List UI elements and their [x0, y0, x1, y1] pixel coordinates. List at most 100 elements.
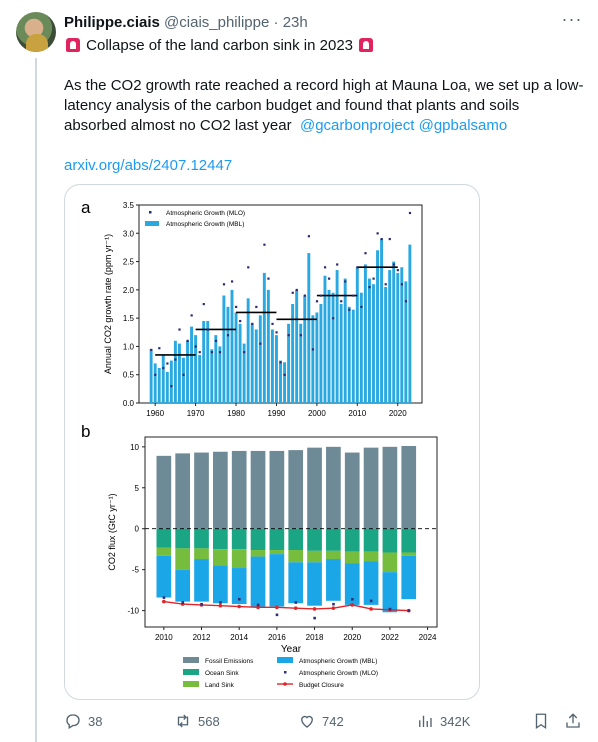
point-mlo [222, 283, 226, 286]
bar-mbl [347, 306, 351, 403]
bar-mbl [287, 323, 291, 403]
point-mlo [404, 300, 408, 303]
legend-marker-atm-mbl [277, 657, 293, 663]
x-axis-label-b: Year [281, 644, 302, 655]
bookmark-button[interactable] [532, 708, 550, 734]
bar-mbl [226, 306, 230, 403]
point-mlo-b [351, 597, 354, 601]
author-name[interactable]: Philippe.ciais [64, 14, 160, 31]
legend-marker-atm-mlo [284, 671, 287, 674]
bar-atm-mbl [175, 569, 191, 602]
bar-ocean [231, 528, 247, 550]
bar-mbl [295, 289, 299, 403]
bar-mbl [319, 304, 323, 403]
point-mlo [319, 294, 323, 297]
bar-mbl [384, 287, 388, 403]
point-mlo-b [388, 607, 392, 611]
bar-fossil [363, 447, 379, 529]
point-mlo [271, 322, 274, 325]
y-tick-label-a: 1.5 [123, 314, 135, 323]
bar-mbl [303, 295, 307, 403]
point-mlo [408, 211, 412, 215]
share-icon [566, 713, 580, 728]
bar-fossil [344, 452, 360, 529]
retweet-icon [177, 714, 189, 728]
tweet-body-text: As the CO2 growth rate reached a record … [64, 77, 584, 134]
legend-marker-mbl [145, 221, 159, 226]
y-tick-label-b: -5 [132, 566, 140, 575]
point-mlo-b [332, 602, 335, 606]
point-mlo [239, 319, 242, 323]
views-icon [419, 715, 432, 727]
bar-atm-mbl [307, 562, 322, 606]
author-handle[interactable]: @ciais_philippe [164, 14, 270, 31]
legend-label-ocean: Ocean Sink [205, 670, 239, 677]
bar-atm-mbl [213, 565, 228, 604]
mention-gcarbonproject[interactable]: @gcarbonproject [299, 117, 415, 134]
point-mlo [174, 358, 177, 361]
bar-mbl [186, 340, 189, 403]
point-mlo [166, 362, 169, 365]
bar-mbl [299, 323, 303, 403]
bar-mbl [327, 289, 331, 403]
media-card[interactable]: a 0.0 0.5 1.0 1.5 2.0 2.5 3.0 3.5 1960 1970 1980 199… [64, 184, 480, 700]
bar-atm-mbl [344, 563, 360, 605]
budget-closure-point [350, 603, 355, 607]
bar-fossil [326, 446, 341, 529]
bar-mbl [339, 304, 343, 403]
bar-mbl [234, 312, 238, 403]
avatar[interactable] [16, 12, 56, 52]
legend-marker-land [183, 681, 199, 687]
bar-mbl [363, 264, 367, 403]
bar-mbl [258, 315, 262, 403]
budget-closure-point [293, 606, 298, 610]
bar-mbl [182, 357, 185, 403]
bar-mbl [331, 292, 335, 403]
point-mlo [303, 294, 306, 297]
tweet-title-line: Collapse of the land carbon sink in 2023 [64, 36, 584, 56]
bar-mbl [315, 312, 319, 403]
reply-button[interactable]: 38 [64, 708, 102, 734]
bar-ocean [344, 528, 360, 552]
mention-gpbalsamo[interactable]: @gpbalsamo [418, 117, 508, 134]
bar-fossil [307, 447, 322, 529]
y-tick-label-a: 2.5 [123, 258, 135, 267]
point-mlo [243, 351, 246, 354]
bar-fossil [401, 446, 417, 529]
bar-mbl [376, 250, 379, 403]
bar-mbl [262, 272, 266, 403]
panel-b-label: b [81, 422, 90, 441]
point-mlo [380, 237, 383, 241]
like-button[interactable]: 742 [298, 708, 344, 734]
point-mlo-b [200, 602, 203, 606]
point-mlo [275, 331, 278, 334]
budget-closure-point [331, 606, 336, 610]
more-icon[interactable]: ··· [561, 9, 583, 29]
bar-fossil [213, 451, 228, 529]
share-button[interactable] [564, 708, 582, 734]
bar-land [382, 552, 398, 573]
legend-marker-mlo [149, 211, 152, 214]
retweet-button[interactable]: 568 [174, 708, 220, 734]
bar-atm-mbl [288, 562, 304, 604]
views-button[interactable]: 342K [416, 708, 470, 734]
arxiv-link[interactable]: arxiv.org/abs/2407.12447 [64, 157, 233, 174]
point-mlo [328, 277, 331, 280]
bar-land [213, 549, 228, 566]
bar-fossil [175, 453, 191, 529]
point-mlo [332, 317, 335, 320]
bar-mbl [380, 238, 384, 403]
bar-ocean [326, 528, 341, 551]
bar-mbl [218, 346, 222, 403]
bar-ocean [213, 528, 228, 550]
point-mlo [162, 366, 165, 370]
point-mlo [372, 277, 375, 280]
bar-fossil [382, 446, 398, 529]
like-icon [301, 715, 313, 728]
point-mlo [206, 328, 209, 331]
bar-mbl [214, 335, 218, 403]
bar-land [231, 549, 247, 569]
point-mlo [182, 373, 185, 376]
timestamp[interactable]: 23h [282, 14, 308, 31]
